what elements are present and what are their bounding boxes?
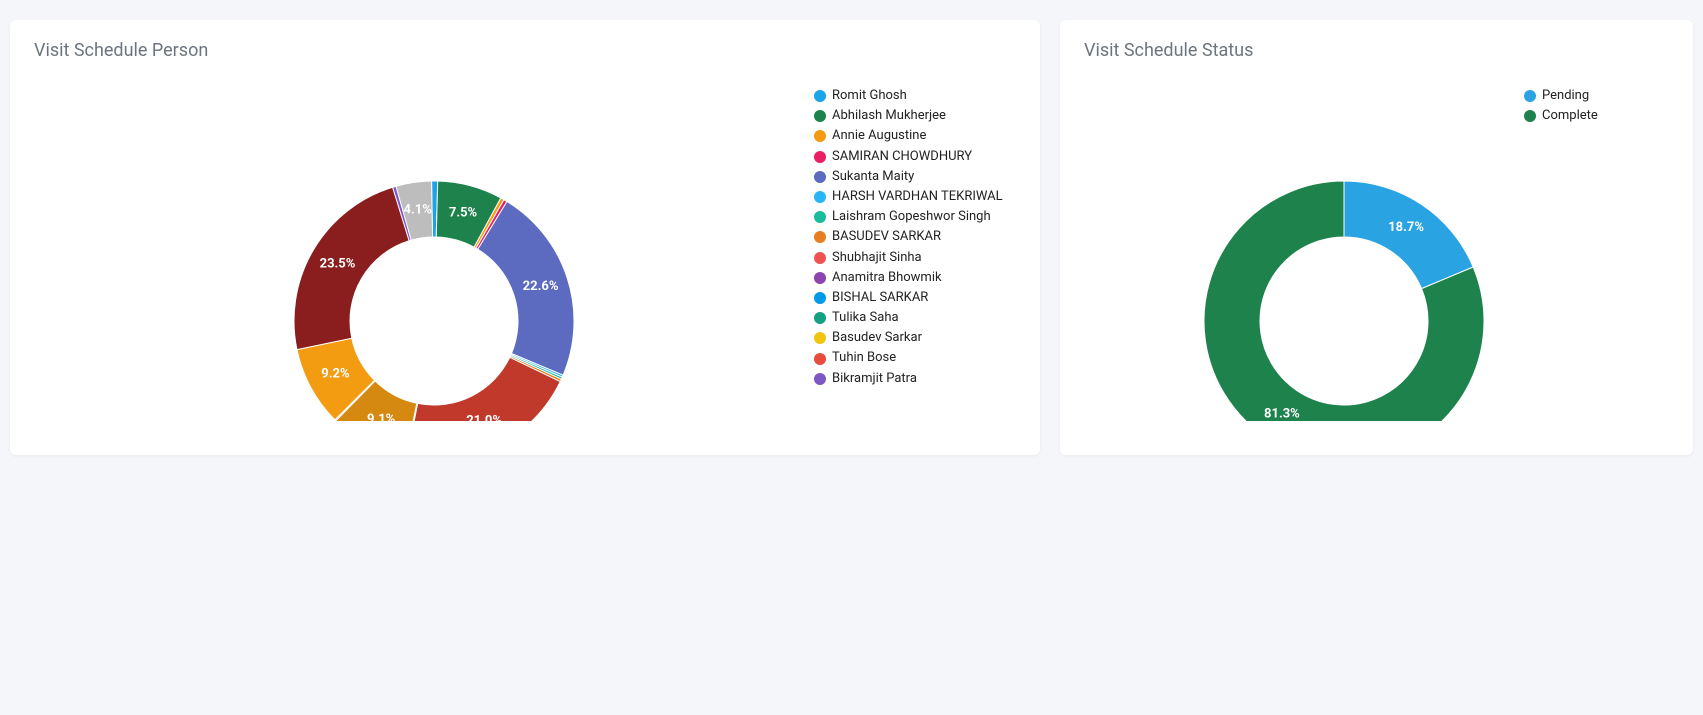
donut-slice-label: 81.3% — [1264, 407, 1300, 421]
card-visit-schedule-person: Visit Schedule Person 7.5% 22.6% 21.0% 9.1%… — [10, 20, 1040, 455]
donut-slice-label: 9.2% — [321, 367, 350, 382]
legend-label: Sukanta Maity — [832, 168, 914, 186]
legend-label: Tuhin Bose — [832, 349, 896, 367]
donut-slice-label: 18.7% — [1388, 220, 1424, 235]
donut-chart-person[interactable]: 7.5% 22.6% 21.0% 9.1% 9.2% 23.5% 4.1% — [34, 81, 814, 425]
legend-label: Tulika Saha — [832, 309, 899, 327]
legend-item[interactable]: Romit Ghosh — [814, 87, 1003, 105]
legend-person: Romit Ghosh Abhilash Mukherjee Annie Augus… — [814, 81, 1003, 390]
legend-swatch — [814, 211, 826, 223]
legend-swatch — [814, 171, 826, 183]
legend-item[interactable]: BASUDEV SARKAR — [814, 228, 1003, 246]
donut-slice-label: 7.5% — [449, 205, 478, 220]
legend-label: Complete — [1542, 107, 1598, 125]
legend-label: Laishram Gopeshwor Singh — [832, 208, 991, 226]
legend-item[interactable]: SAMIRAN CHOWDHURY — [814, 148, 1003, 166]
legend-swatch — [814, 373, 826, 385]
legend-swatch — [814, 312, 826, 324]
legend-item[interactable]: Tuhin Bose — [814, 349, 1003, 367]
card-title-status: Visit Schedule Status — [1084, 40, 1669, 61]
chart-area-status: 18.7% 81.3% Pending Complete — [1084, 81, 1669, 425]
donut-slice-label: 22.6% — [523, 279, 559, 294]
legend-item[interactable]: Annie Augustine — [814, 127, 1003, 145]
legend-swatch — [814, 110, 826, 122]
legend-item[interactable]: Anamitra Bhowmik — [814, 269, 1003, 287]
legend-swatch — [1524, 90, 1536, 102]
legend-swatch — [814, 292, 826, 304]
chart-area-person: 7.5% 22.6% 21.0% 9.1% 9.2% 23.5% 4.1% Romit Gh… — [34, 81, 1016, 425]
legend-item[interactable]: HARSH VARDHAN TEKRIWAL — [814, 188, 1003, 206]
legend-label: Abhilash Mukherjee — [832, 107, 946, 125]
legend-item[interactable]: Shubhajit Sinha — [814, 249, 1003, 267]
legend-swatch — [814, 332, 826, 344]
dashboard-row: Visit Schedule Person 7.5% 22.6% 21.0% 9.1%… — [0, 0, 1703, 475]
legend-label: Anamitra Bhowmik — [832, 269, 942, 287]
legend-swatch — [814, 231, 826, 243]
legend-label: SAMIRAN CHOWDHURY — [832, 148, 972, 166]
legend-swatch — [814, 90, 826, 102]
legend-label: Shubhajit Sinha — [832, 249, 922, 267]
card-title-person: Visit Schedule Person — [34, 40, 1016, 61]
donut-slice-label: 21.0% — [466, 414, 502, 421]
legend-swatch — [814, 272, 826, 284]
legend-label: Basudev Sarkar — [832, 329, 922, 347]
donut-slice-label: 4.1% — [404, 203, 433, 218]
legend-item[interactable]: BISHAL SARKAR — [814, 289, 1003, 307]
donut-slice[interactable] — [1204, 181, 1484, 421]
legend-swatch — [1524, 110, 1536, 122]
legend-item[interactable]: Laishram Gopeshwor Singh — [814, 208, 1003, 226]
donut-chart-status[interactable]: 18.7% 81.3% — [1084, 81, 1524, 425]
legend-item[interactable]: Abhilash Mukherjee — [814, 107, 1003, 125]
legend-item[interactable]: Sukanta Maity — [814, 168, 1003, 186]
card-visit-schedule-status: Visit Schedule Status 18.7% 81.3% Pending… — [1060, 20, 1693, 455]
legend-item[interactable]: Complete — [1524, 107, 1598, 125]
legend-status: Pending Complete — [1524, 81, 1598, 127]
legend-label: Pending — [1542, 87, 1589, 105]
legend-item[interactable]: Bikramjit Patra — [814, 370, 1003, 388]
legend-label: BASUDEV SARKAR — [832, 228, 941, 246]
legend-swatch — [814, 151, 826, 163]
donut-slice-label: 23.5% — [320, 257, 356, 272]
donut-slice-label: 9.1% — [367, 412, 396, 421]
legend-item[interactable]: Basudev Sarkar — [814, 329, 1003, 347]
legend-item[interactable]: Pending — [1524, 87, 1598, 105]
legend-swatch — [814, 130, 826, 142]
legend-label: Romit Ghosh — [832, 87, 907, 105]
legend-swatch — [814, 252, 826, 264]
legend-label: Annie Augustine — [832, 127, 926, 145]
legend-label: HARSH VARDHAN TEKRIWAL — [832, 188, 1003, 206]
legend-label: BISHAL SARKAR — [832, 289, 928, 307]
legend-swatch — [814, 353, 826, 365]
legend-swatch — [814, 191, 826, 203]
legend-label: Bikramjit Patra — [832, 370, 917, 388]
legend-item[interactable]: Tulika Saha — [814, 309, 1003, 327]
